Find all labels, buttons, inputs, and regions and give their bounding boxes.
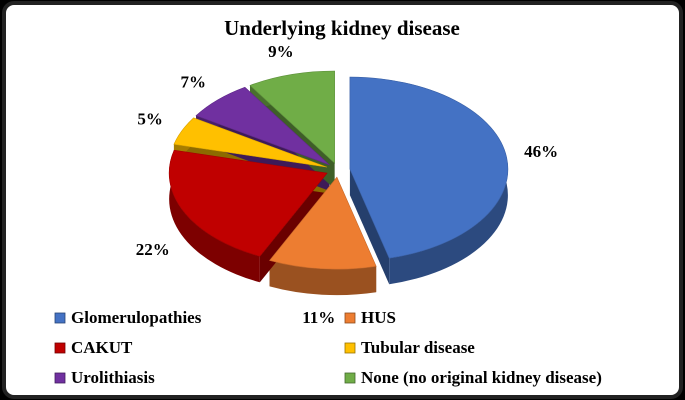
- pie-slice: [269, 176, 377, 270]
- legend-swatch: [344, 312, 356, 324]
- pie-slice: [249, 70, 335, 164]
- data-label: 46%: [524, 142, 558, 161]
- pie-slice: [349, 76, 509, 259]
- legend-swatch: [344, 342, 356, 354]
- pie-slice: [195, 86, 330, 166]
- pie-slice: [173, 117, 328, 168]
- slice-cut-face: [349, 169, 390, 285]
- data-label: 22%: [136, 240, 170, 259]
- data-label: 5%: [137, 109, 163, 128]
- legend-label: None (no original kidney disease): [361, 368, 602, 387]
- legend: Glomerulopathies HUS CAKUT Tubular disease U…: [54, 308, 602, 387]
- legend-label: Tubular disease: [361, 338, 475, 357]
- legend-swatch: [54, 312, 66, 324]
- legend-swatch: [54, 372, 66, 384]
- legend-label: HUS: [361, 308, 396, 327]
- data-label: 9%: [268, 42, 294, 61]
- chart-title: Underlying kidney disease: [224, 16, 460, 40]
- legend-swatch: [344, 372, 356, 384]
- legend-label: CAKUT: [71, 338, 133, 357]
- data-label: 11%: [302, 308, 335, 327]
- legend-label: Urolithiasis: [71, 368, 155, 387]
- legend-swatch: [54, 342, 66, 354]
- pie: 46% 11% 22% 5% 7% 9%: [136, 42, 558, 327]
- legend-label: Glomerulopathies: [71, 308, 202, 327]
- slice-side: [169, 150, 260, 283]
- pie-slice: [168, 149, 328, 257]
- data-label: 7%: [180, 72, 206, 91]
